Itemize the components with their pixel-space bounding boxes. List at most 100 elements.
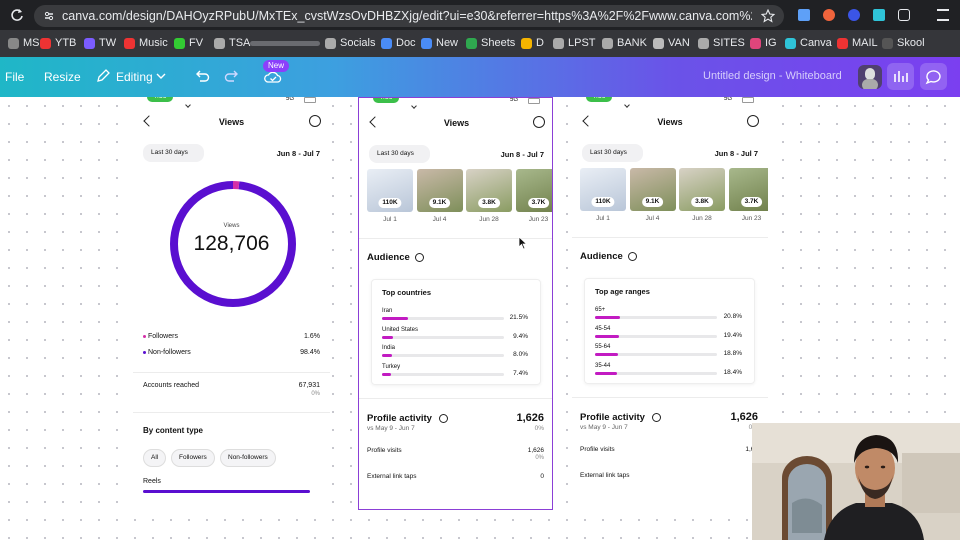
address-bar[interactable]: canva.com/design/DAHOyzRPubU/MxTEx_cvstW… [34,5,784,27]
bookmark-icon [602,38,613,49]
extensions-button[interactable] [898,9,910,21]
extension-icon[interactable] [798,9,810,21]
stat-change: 0% [535,455,544,461]
extension-icon[interactable] [873,9,885,21]
bookmark-icon [124,38,135,49]
activity-change: 0% [688,424,758,431]
row-label: United States [382,326,419,333]
reload-icon[interactable] [10,8,24,22]
bookmark[interactable]: BANK [617,37,647,49]
total-views: 128,706 [193,232,270,255]
bar [382,335,394,339]
divider [572,397,768,398]
extension-icon[interactable] [848,9,860,21]
info-icon [747,115,759,127]
thumbnail-views: 110K [591,197,615,207]
bookmark[interactable]: TSA [229,37,251,49]
info-icon [533,116,545,128]
comments-button[interactable] [920,63,947,90]
browser-bar: canva.com/design/DAHOyzRPubU/MxTEx_cvstW… [0,0,960,30]
bookmark[interactable]: SITES [713,37,745,49]
donut-label: Views [223,223,240,229]
bar [382,317,409,320]
redo-button[interactable] [224,69,240,83]
row-value: 21.5% [509,314,528,321]
bookmark-icon [466,38,477,49]
video-thumbnail[interactable]: 9.1K [416,169,463,212]
bar-track [382,372,504,376]
insights-button[interactable] [887,63,914,90]
bar-track [595,334,717,338]
cloud-save-icon[interactable] [264,70,282,84]
divider [359,238,552,239]
bookmark[interactable]: Sheets [481,37,516,49]
info-icon [415,253,424,262]
video-thumbnail[interactable]: 9.1K [629,168,676,211]
row-value: 9.4% [513,332,528,340]
bookmark[interactable]: Canva [800,37,832,49]
bookmark[interactable]: Music [139,37,168,49]
video-thumbnail[interactable]: 110K [367,169,413,212]
menu-button[interactable] [937,9,949,21]
filter-chip[interactable]: Followers [171,449,215,467]
bookmark[interactable]: Skool [897,37,925,49]
bookmark[interactable]: YTB [55,37,77,49]
undo-button[interactable] [194,69,210,83]
info-icon [628,252,637,261]
chevron [411,103,417,109]
divider [133,412,330,413]
audience-card: Top countries Iran 21.5% United States 9.4% I… [371,279,541,385]
bookmark[interactable]: IG [765,37,777,49]
video-thumbnail[interactable]: 3.7K [728,168,768,211]
bookmark[interactable]: FV [189,37,204,49]
bookmark[interactable]: LPST [568,37,596,49]
bookmark[interactable]: Socials [340,37,376,49]
phone-screen: 4:30 5G Views Last 30 days Jun 8 - Jul 7 110K… [572,97,768,510]
site-info-icon[interactable] [43,10,55,22]
section-title: Audience [580,251,623,262]
video-thumbnail[interactable]: 3.8K [679,168,725,211]
bookmark[interactable]: MAIL [852,37,878,49]
filter-dropdown[interactable]: Last 30 days [582,144,643,162]
bookmark-icon [653,38,664,49]
chevron [156,73,166,79]
blurred-bookmarks [250,41,320,46]
screen-title: Views [218,117,245,127]
filter-chip[interactable]: All [143,449,167,467]
bookmark-icon [882,38,893,49]
bookmark-star[interactable] [761,9,775,23]
filter-dropdown[interactable]: Last 30 days [369,145,430,163]
filter-chip[interactable]: Non-followers [220,449,276,467]
row-label: Iran [382,308,393,314]
video-thumbnail[interactable]: 3.8K [466,169,512,212]
bookmark[interactable]: D [536,37,544,49]
editing-mode[interactable]: Editing [116,70,153,84]
bar [382,354,392,357]
file-menu[interactable]: File [5,70,25,84]
avatar[interactable] [858,65,882,89]
bookmark[interactable]: Doc [396,37,416,49]
resize-button[interactable]: Resize [44,70,81,84]
thumbnail-views: 9.1K [641,197,664,207]
thumbnail-views: 9.1K [428,198,451,208]
video-thumbnail[interactable]: 110K [580,168,626,211]
bookmark-icon [381,38,392,49]
extension-icon[interactable] [823,9,835,21]
activity-total: 1,626 [730,411,758,423]
stat-label: External link taps [367,473,417,480]
filter-dropdown[interactable]: Last 30 days [143,144,204,162]
bar [595,316,621,319]
activity-change: 0% [534,425,544,432]
document-title[interactable]: Untitled design - Whiteboard [703,70,842,82]
accounts-change: 0% [311,391,320,397]
bookmark[interactable]: New [436,37,459,49]
row-value: 18.4% [723,368,742,376]
card-title: Top age ranges [595,287,650,296]
video-thumbnail[interactable]: 3.7K [515,169,552,212]
chevron [185,102,191,108]
bookmark[interactable]: VAN [668,37,690,49]
bookmark[interactable]: TW [99,37,117,49]
stat-label: Profile visits [580,446,615,453]
row-value: 19.4% [723,331,742,339]
